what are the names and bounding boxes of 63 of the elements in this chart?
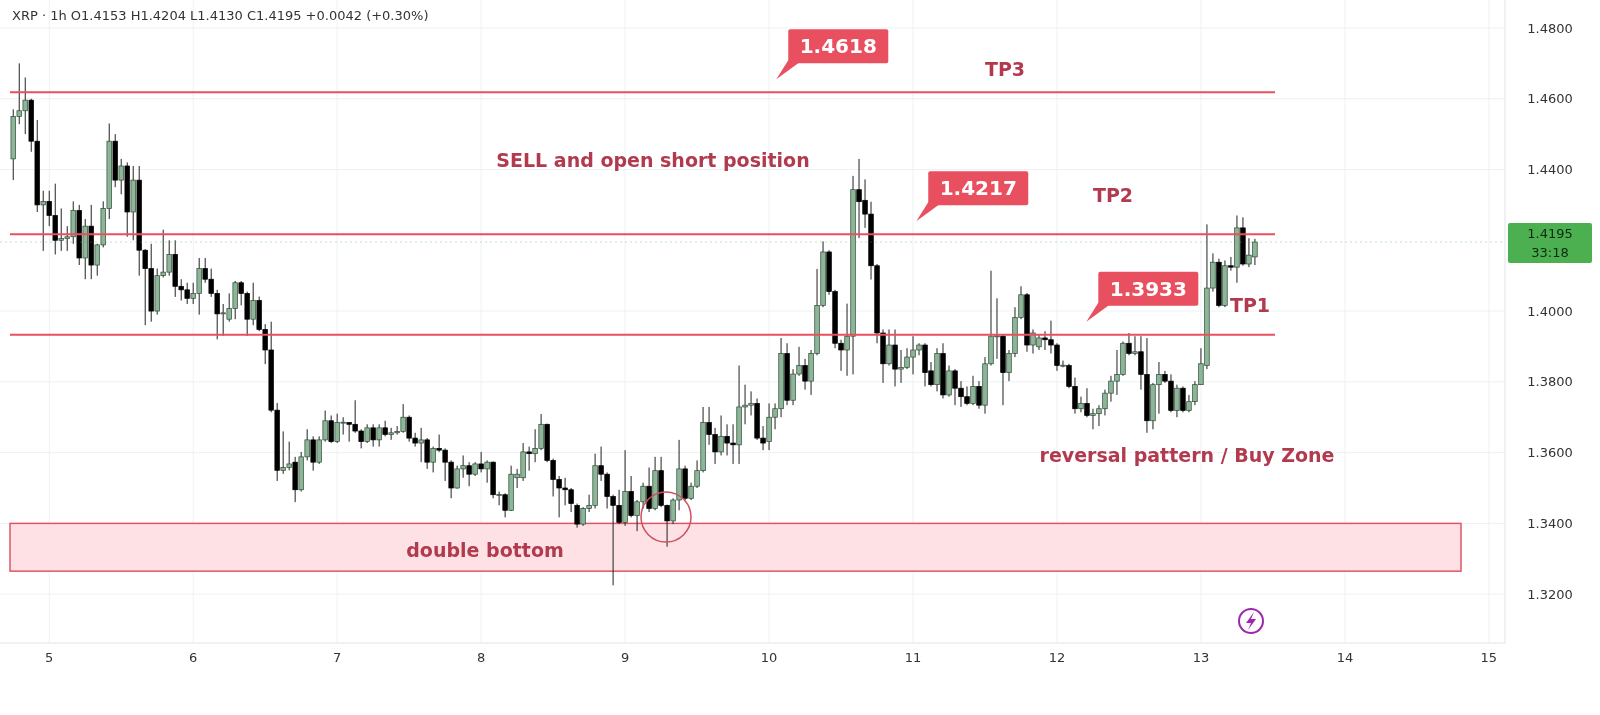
candlestick [1228, 256, 1234, 272]
candlestick [502, 492, 508, 518]
x-tick-label: 7 [333, 650, 342, 665]
candlestick [1174, 384, 1180, 418]
annotation: TP2 [1092, 183, 1134, 206]
candlestick [370, 423, 376, 448]
y-tick-label: 1.4800 [1527, 20, 1573, 36]
candlestick [1180, 385, 1186, 413]
x-tick-label: 8 [476, 650, 486, 665]
candlestick [646, 466, 652, 513]
candlestick [430, 446, 436, 473]
candlestick [886, 328, 892, 367]
candlestick [364, 423, 370, 444]
candlestick [496, 491, 502, 506]
candlestick [526, 446, 532, 472]
candlestick [1060, 360, 1066, 368]
annotation: reversal pattern / Buy Zone [1039, 443, 1335, 466]
candlestick [976, 380, 982, 410]
annotation: TP3 [984, 57, 1026, 80]
candlestick [466, 461, 472, 487]
candlestick [250, 282, 256, 326]
y-tick-label: 1.4400 [1527, 162, 1573, 178]
ref-line-label: 1.4195 [1527, 226, 1573, 242]
ref-line-label: 1.3933 [1109, 276, 1187, 301]
candlestick [478, 451, 484, 473]
x-tick-label: 5 [45, 650, 54, 665]
x-tick-label: 15 [1480, 650, 1498, 665]
text: 33:18 [1531, 244, 1569, 260]
x-tick-label: 9 [620, 650, 630, 665]
candlestick [424, 437, 430, 470]
x-tick-label: 13 [1192, 650, 1210, 665]
candlestick [802, 358, 808, 391]
x-tick-label: 11 [904, 650, 922, 665]
candlestick [376, 423, 382, 448]
annotation: double bottom [406, 538, 564, 561]
y-tick-label: 1.3400 [1527, 515, 1573, 531]
ref-line-label: 1.4618 [799, 34, 877, 59]
x-tick-label: 10 [760, 650, 778, 665]
candlestick [484, 459, 490, 484]
x-tick-label: 6 [189, 650, 198, 665]
candlestick [1132, 335, 1138, 356]
text: XRP · 1h O1.4153 H1.4204 L1.4130 C1.4195 +0.0042 (+0.30%) [12, 8, 429, 23]
candlestick [1078, 396, 1084, 413]
candlestick [574, 503, 580, 529]
candlestick [418, 427, 424, 463]
y-tick-label: 1.3200 [1527, 586, 1573, 602]
candlestick [40, 190, 46, 252]
x-tick-label: 14 [1336, 650, 1354, 665]
y-tick-label: 1.3800 [1527, 374, 1573, 390]
candlestick [328, 414, 334, 444]
candlestick [1126, 332, 1132, 356]
y-tick-label: 1.4000 [1527, 303, 1573, 319]
annotation: SELL and open short position [496, 148, 810, 171]
y-tick-label: 1.4600 [1527, 91, 1573, 107]
candlestick [718, 414, 724, 456]
y-tick-label: 1.3600 [1527, 445, 1573, 461]
candlestick [1084, 387, 1090, 418]
candlestick [970, 375, 976, 406]
ref-line-label: 1.4217 [939, 176, 1017, 201]
x-tick-label: 12 [1048, 650, 1066, 665]
candlestick [118, 158, 124, 195]
candlestick [310, 435, 316, 472]
annotation: TP1 [1229, 293, 1271, 316]
